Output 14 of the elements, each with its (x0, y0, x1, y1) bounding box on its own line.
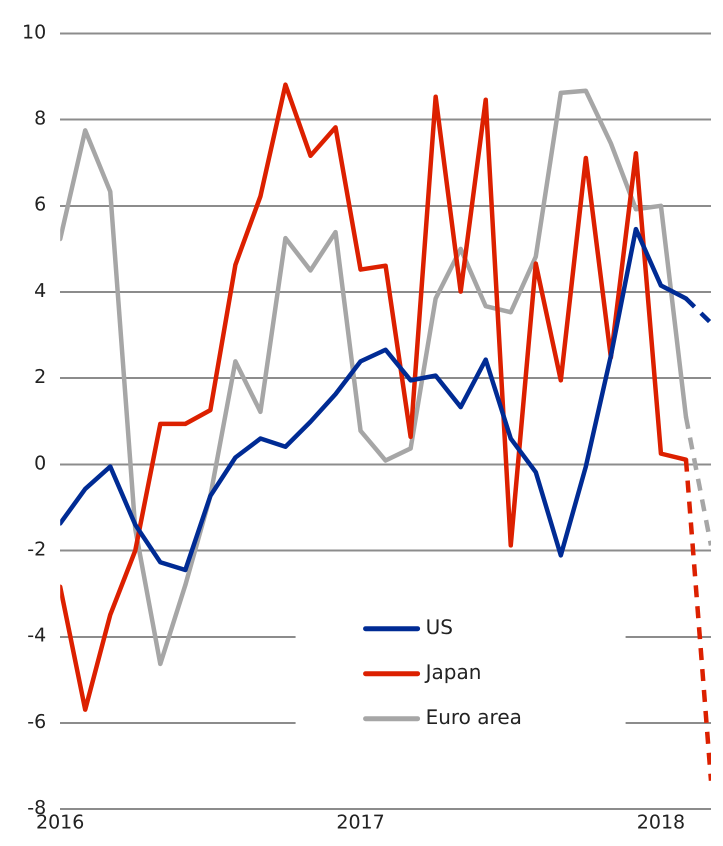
legend-label: Euro area (426, 704, 522, 729)
y-tick-label: 2 (34, 366, 46, 388)
y-tick-label: 8 (34, 108, 46, 130)
y-tick-label: 6 (34, 194, 46, 216)
y-tick-label: 0 (34, 452, 46, 474)
x-tick-label: 2017 (336, 812, 385, 834)
x-tick-label: 2018 (636, 812, 686, 834)
y-tick-label: -2 (27, 538, 46, 561)
y-tick-label: -6 (27, 710, 46, 733)
legend-label: US (426, 614, 453, 639)
legend-label: Japan (424, 660, 482, 684)
y-tick-label: -4 (27, 624, 46, 647)
y-tick-label: 10 (22, 21, 46, 44)
y-tick-label: 4 (34, 280, 46, 302)
